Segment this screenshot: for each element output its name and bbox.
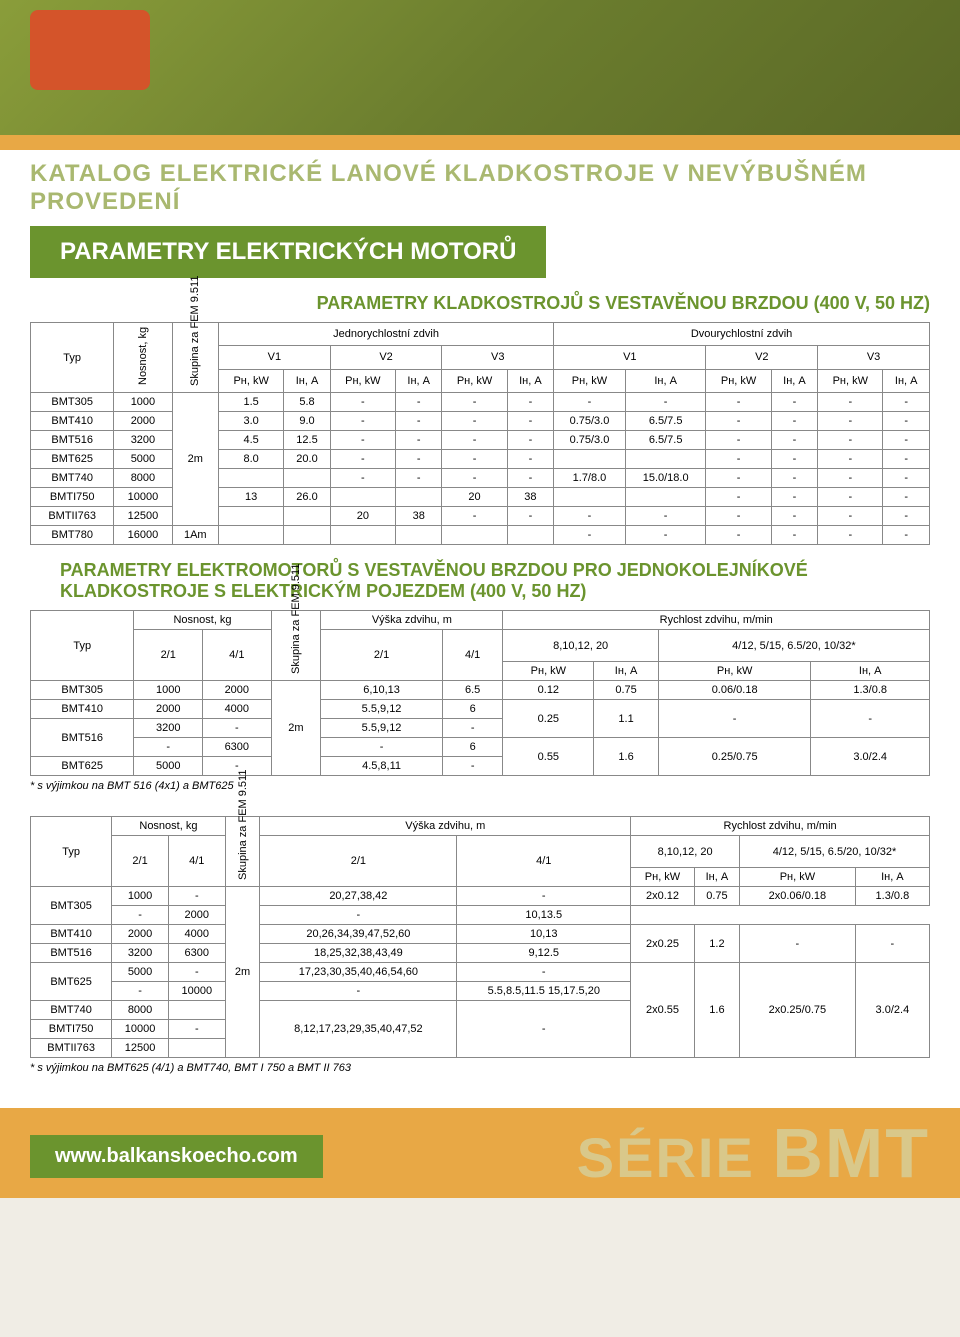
footer-url: www.balkanskoecho.com — [30, 1135, 323, 1178]
th-nosnost: Nosnost, kg — [114, 323, 172, 393]
table-row: BMT30510002m1.55.8---------- — [31, 393, 930, 412]
table-row: BMT62550008.020.0-------- — [31, 450, 930, 469]
table-row: BMT7408000----1.7/8.015.0/18.0---- — [31, 469, 930, 488]
table-row: BMT3051000-2m20,27,38,42-2x0.120.752x0.0… — [31, 887, 930, 906]
th-skupina: Skupina za FEM 9.511 — [172, 323, 218, 393]
subtitle-1: PARAMETRY KLADKOSTROJŮ S VESTAVĚNOU BRZD… — [0, 278, 960, 322]
table-row: BMT780160001Am------ — [31, 526, 930, 545]
table-row: BMT4102000400020,26,34,39,47,52,6010,132… — [31, 925, 930, 944]
table-3: Typ Nosnost, kg Skupina za FEM 9.511 Výš… — [30, 816, 930, 1058]
table-row: BMT51632004.512.5----0.75/3.06.5/7.5---- — [31, 431, 930, 450]
footnote-2: * s výjimkou na BMT 516 (4x1) a BMT625 — [0, 776, 960, 796]
table-row: -6300-60.551.60.25/0.753.0/2.4 — [31, 738, 930, 757]
hero-image — [0, 0, 960, 150]
th-dvou: Dvourychlostní zdvih — [554, 323, 930, 346]
table-row: BMTII763125002038-------- — [31, 507, 930, 526]
th-jedno: Jednorychlostní zdvih — [219, 323, 554, 346]
footer-serie: SÉRIE BMT — [577, 1113, 930, 1193]
th-typ: Typ — [31, 323, 114, 393]
table-row: -2000-10,13.5 — [31, 906, 930, 925]
main-title: PARAMETRY ELEKTRICKÝCH MOTORŮ — [30, 226, 546, 278]
table-2: Typ Nosnost, kg Skupina za FEM 9.511 Výš… — [30, 610, 930, 776]
footer: www.balkanskoecho.com SÉRIE BMT — [0, 1108, 960, 1198]
table-1: Typ Nosnost, kg Skupina za FEM 9.511 Jed… — [30, 322, 930, 545]
table-row: BMTI750100001326.02038---- — [31, 488, 930, 507]
footnote-3: * s výjimkou na BMT625 (4/1) a BMT740, B… — [0, 1058, 960, 1078]
subtitle-2: PARAMETRY ELEKTROMOTORŮ S VESTAVĚNOU BRZ… — [0, 545, 960, 610]
katalog-title: KATALOG ELEKTRICKÉ LANOVÉ KLADKOSTROJE V… — [0, 150, 960, 226]
table-row: BMT410200040005.5,9,1260.251.1-- — [31, 700, 930, 719]
table-row: BMT305100020002m6,10,136.50.120.750.06/0… — [31, 681, 930, 700]
table-row: BMT41020003.09.0----0.75/3.06.5/7.5---- — [31, 412, 930, 431]
page: KATALOG ELEKTRICKÉ LANOVÉ KLADKOSTROJE V… — [0, 0, 960, 1198]
table-row: BMT6255000-17,23,30,35,40,46,54,60-2x0.5… — [31, 963, 930, 982]
